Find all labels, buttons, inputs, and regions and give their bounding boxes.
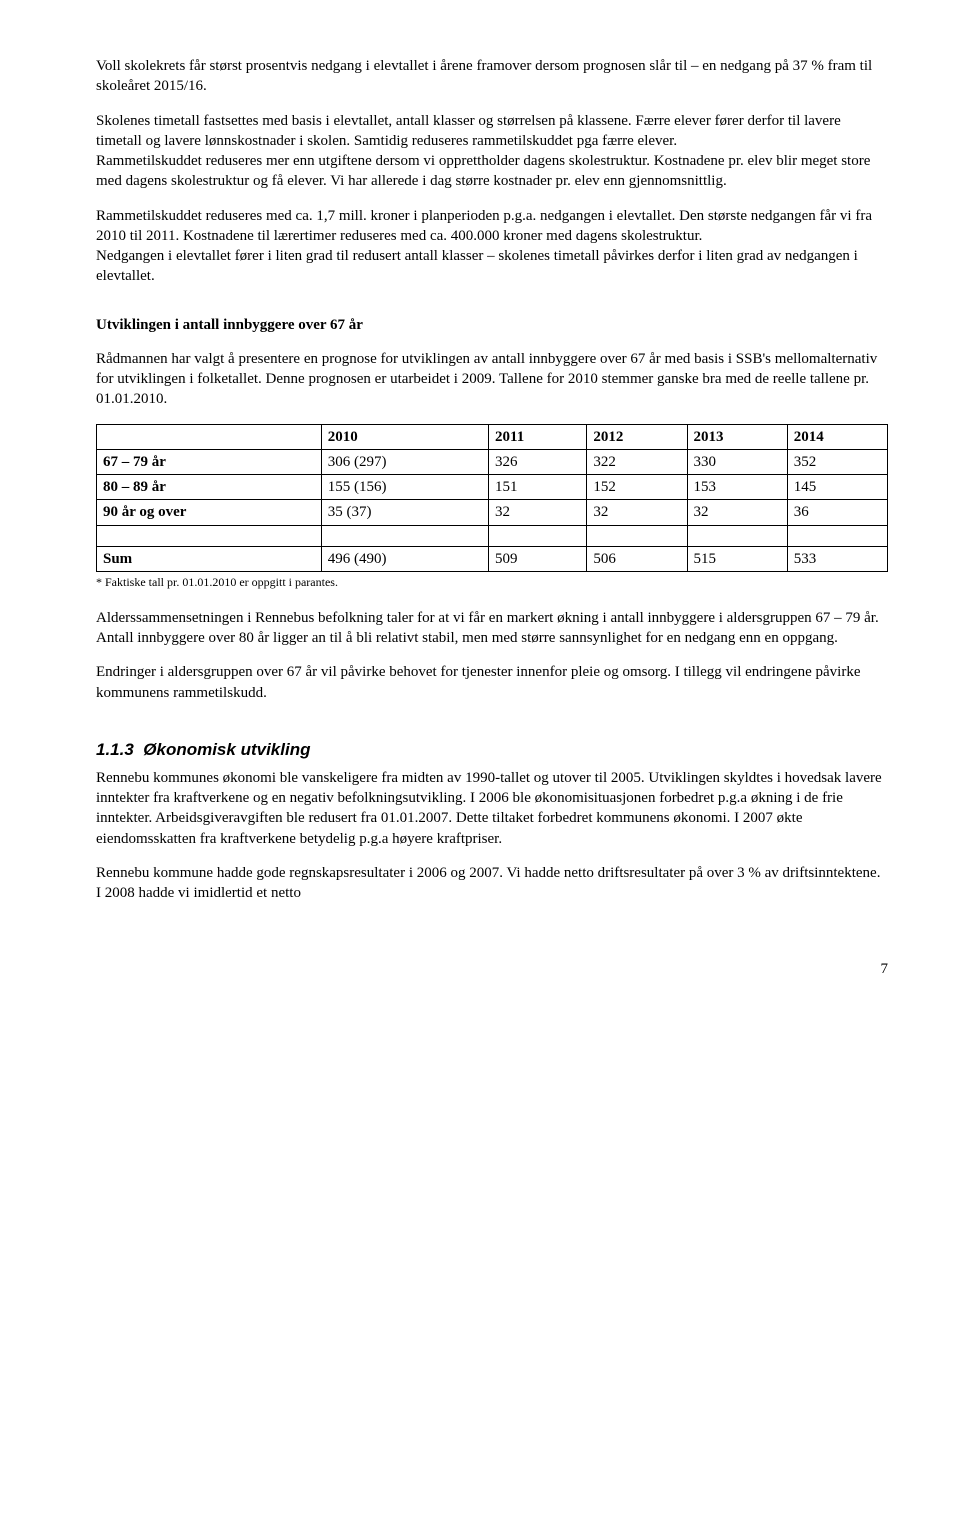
- table-cell: [97, 525, 322, 546]
- table-cell: 153: [687, 475, 787, 500]
- paragraph: Rådmannen har valgt å presentere en prog…: [96, 349, 888, 410]
- heading-text: Økonomisk utvikling: [143, 740, 310, 759]
- table-cell: 80 – 89 år: [97, 475, 322, 500]
- table-header-cell: 2010: [321, 424, 488, 449]
- table-cell: 330: [687, 449, 787, 474]
- paragraph: Rennebu kommune hadde gode regnskapsresu…: [96, 863, 888, 904]
- table-cell: 326: [489, 449, 587, 474]
- table-row-empty: [97, 525, 888, 546]
- table-row: 80 – 89 år 155 (156) 151 152 153 145: [97, 475, 888, 500]
- table-cell: 506: [587, 546, 687, 571]
- table-cell: 151: [489, 475, 587, 500]
- table-cell: 152: [587, 475, 687, 500]
- text: Rammetilskuddet reduseres med ca. 1,7 mi…: [96, 208, 872, 244]
- table-footnote: * Faktiske tall pr. 01.01.2010 er oppgit…: [96, 574, 888, 590]
- table-cell: 145: [787, 475, 887, 500]
- population-table: 2010 2011 2012 2013 2014 67 – 79 år 306 …: [96, 424, 888, 572]
- table-cell: 67 – 79 år: [97, 449, 322, 474]
- text: Skolenes timetall fastsettes med basis i…: [96, 113, 841, 149]
- paragraph: Rammetilskuddet reduseres med ca. 1,7 mi…: [96, 206, 888, 287]
- table-header-cell: 2013: [687, 424, 787, 449]
- table-cell: [687, 525, 787, 546]
- paragraph: Rennebu kommunes økonomi ble vanskeliger…: [96, 768, 888, 849]
- table-cell: 32: [687, 500, 787, 525]
- paragraph: Alderssammensetningen i Rennebus befolkn…: [96, 608, 888, 649]
- table-cell: 496 (490): [321, 546, 488, 571]
- paragraph: Voll skolekrets får størst prosentvis ne…: [96, 56, 888, 97]
- table-row: 90 år og over 35 (37) 32 32 32 36: [97, 500, 888, 525]
- table-row: 67 – 79 år 306 (297) 326 322 330 352: [97, 449, 888, 474]
- table-cell: 509: [489, 546, 587, 571]
- page-number: 7: [96, 959, 888, 979]
- table-cell: Sum: [97, 546, 322, 571]
- table-cell: [489, 525, 587, 546]
- table-cell: 322: [587, 449, 687, 474]
- table-cell: 352: [787, 449, 887, 474]
- table-row-sum: Sum 496 (490) 509 506 515 533: [97, 546, 888, 571]
- heading-number: 1.1.3: [96, 740, 134, 759]
- table-header-cell: 2014: [787, 424, 887, 449]
- text: Nedgangen i elevtallet fører i liten gra…: [96, 248, 858, 284]
- table-cell: 32: [489, 500, 587, 525]
- table-cell: [587, 525, 687, 546]
- table-cell: 32: [587, 500, 687, 525]
- table-header-cell: [97, 424, 322, 449]
- table-cell: [321, 525, 488, 546]
- section-heading-113: 1.1.3 Økonomisk utvikling: [96, 739, 888, 762]
- table-header-row: 2010 2011 2012 2013 2014: [97, 424, 888, 449]
- table-cell: 90 år og over: [97, 500, 322, 525]
- section-heading-67: Utviklingen i antall innbyggere over 67 …: [96, 315, 888, 335]
- table-cell: 306 (297): [321, 449, 488, 474]
- table-cell: 533: [787, 546, 887, 571]
- paragraph: Endringer i aldersgruppen over 67 år vil…: [96, 662, 888, 703]
- table-cell: [787, 525, 887, 546]
- table-cell: 36: [787, 500, 887, 525]
- table-cell: 35 (37): [321, 500, 488, 525]
- text: Rammetilskuddet reduseres mer enn utgift…: [96, 153, 870, 189]
- table-cell: 515: [687, 546, 787, 571]
- paragraph: Skolenes timetall fastsettes med basis i…: [96, 111, 888, 192]
- table-header-cell: 2012: [587, 424, 687, 449]
- table-cell: 155 (156): [321, 475, 488, 500]
- table-header-cell: 2011: [489, 424, 587, 449]
